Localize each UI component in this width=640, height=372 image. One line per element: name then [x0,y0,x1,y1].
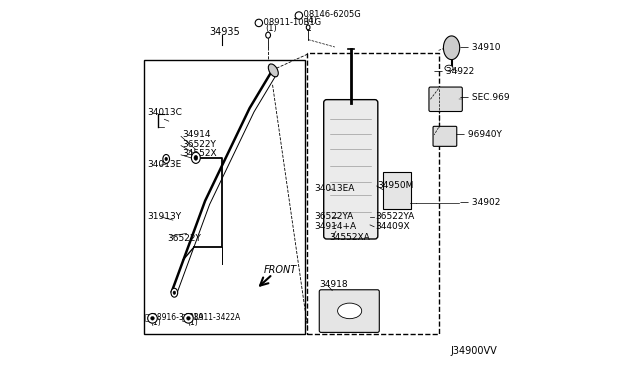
Text: 31913Y: 31913Y [148,212,182,221]
Text: N: N [256,20,261,25]
Ellipse shape [266,32,271,38]
Text: 36522YA: 36522YA [314,212,353,221]
Text: 34013E: 34013E [148,160,182,169]
Text: 34552XA: 34552XA [329,233,370,243]
Text: (1): (1) [188,318,198,327]
Text: — 34902: — 34902 [460,198,500,207]
Text: 36522Y: 36522Y [167,234,201,243]
Text: 34950M: 34950M [378,181,414,190]
Ellipse shape [171,288,178,297]
Text: J34900VV: J34900VV [451,346,497,356]
Text: 34935: 34935 [209,27,239,37]
Text: — 34922: — 34922 [434,67,474,76]
Ellipse shape [338,303,362,319]
Text: — 96940Y: — 96940Y [456,130,502,140]
Circle shape [184,314,193,323]
Text: — 34910: — 34910 [460,42,500,51]
Text: Ⓝ 08911-3422A: Ⓝ 08911-3422A [182,312,241,321]
Circle shape [255,19,262,27]
FancyBboxPatch shape [319,290,380,333]
Text: (1): (1) [150,318,161,327]
Text: 08911-10B1G: 08911-10B1G [262,18,321,27]
Text: 34409X: 34409X [375,222,410,231]
Bar [307,52,438,334]
Text: 34914+A: 34914+A [314,222,356,231]
FancyBboxPatch shape [383,172,411,209]
FancyBboxPatch shape [433,126,457,146]
Ellipse shape [191,152,200,163]
Circle shape [295,12,303,19]
FancyBboxPatch shape [429,87,462,112]
Text: 36522Y: 36522Y [182,140,216,149]
Polygon shape [444,36,460,60]
Ellipse shape [165,157,168,161]
Ellipse shape [163,154,170,163]
Text: (4): (4) [305,16,317,25]
Text: 34552X: 34552X [182,149,217,158]
Text: 34013C: 34013C [148,109,182,118]
Ellipse shape [445,65,453,71]
Circle shape [187,317,190,320]
Text: (1): (1) [265,23,277,33]
Ellipse shape [268,64,278,77]
Text: 34918: 34918 [319,280,348,289]
Text: 34013EA: 34013EA [314,185,355,193]
Text: 34914: 34914 [182,130,211,140]
Ellipse shape [173,291,175,294]
Text: — SEC.969: — SEC.969 [460,93,509,102]
Bar [144,60,305,334]
Text: 36522YA: 36522YA [375,212,414,221]
Circle shape [150,317,154,320]
Text: FRONT: FRONT [264,266,297,276]
Text: Ⓝ 08916-3421A: Ⓝ 08916-3421A [145,312,203,321]
Circle shape [148,314,157,323]
FancyBboxPatch shape [324,100,378,239]
Ellipse shape [307,25,310,30]
Ellipse shape [194,155,198,160]
Text: 08146-6205G: 08146-6205G [301,10,361,19]
Text: B: B [296,13,301,18]
